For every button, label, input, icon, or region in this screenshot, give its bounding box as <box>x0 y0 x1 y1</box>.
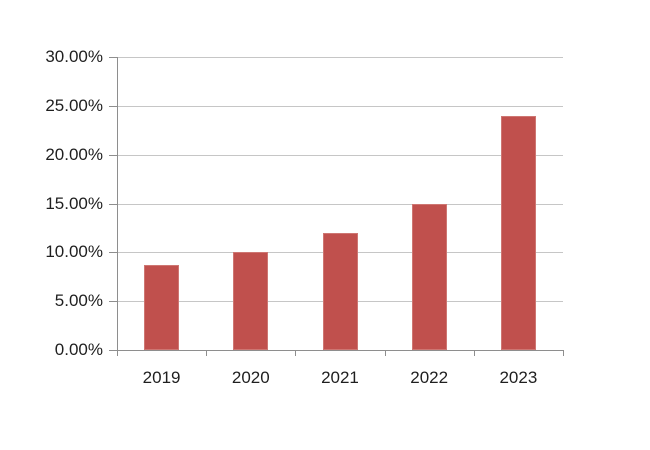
x-axis-tick <box>563 350 564 356</box>
y-axis-tick <box>109 57 117 58</box>
x-axis-category-label: 2022 <box>410 368 449 387</box>
x-axis-tick <box>473 350 475 356</box>
gridline <box>117 203 563 205</box>
x-axis-tick <box>295 350 297 356</box>
y-axis-tick-label: 30.00% <box>45 47 103 66</box>
gridline <box>117 105 563 107</box>
y-axis-tick-label: 15.00% <box>45 193 103 213</box>
y-axis-tick <box>109 154 117 156</box>
y-axis-tick-label: 25.00% <box>45 95 103 115</box>
x-axis-category-label: 2023 <box>499 368 538 387</box>
y-axis-tick <box>109 203 117 205</box>
x-axis-category-label: 2021 <box>321 368 359 387</box>
gridline <box>117 57 563 58</box>
y-axis-tick-label: 5.00% <box>54 291 103 311</box>
gridline <box>117 154 563 156</box>
y-axis-line <box>117 57 118 350</box>
bar <box>411 203 447 350</box>
y-axis-tick <box>109 252 117 254</box>
bar <box>322 232 358 350</box>
y-axis-tick <box>109 350 117 351</box>
x-axis-category-label: 2019 <box>142 368 181 387</box>
bar <box>144 265 180 350</box>
bar <box>500 115 536 350</box>
x-axis-tick <box>117 350 118 356</box>
bar <box>233 252 269 350</box>
y-axis-tick-label: 0.00% <box>54 340 103 359</box>
y-axis-tick-label: 10.00% <box>45 242 103 262</box>
y-axis-tick-label: 20.00% <box>45 144 103 164</box>
x-axis-category-label: 2020 <box>231 368 270 387</box>
x-axis-tick <box>384 350 386 356</box>
x-axis-tick <box>206 350 208 356</box>
x-axis-line <box>117 350 563 351</box>
y-axis-tick <box>109 105 117 107</box>
y-axis-tick <box>109 301 117 303</box>
